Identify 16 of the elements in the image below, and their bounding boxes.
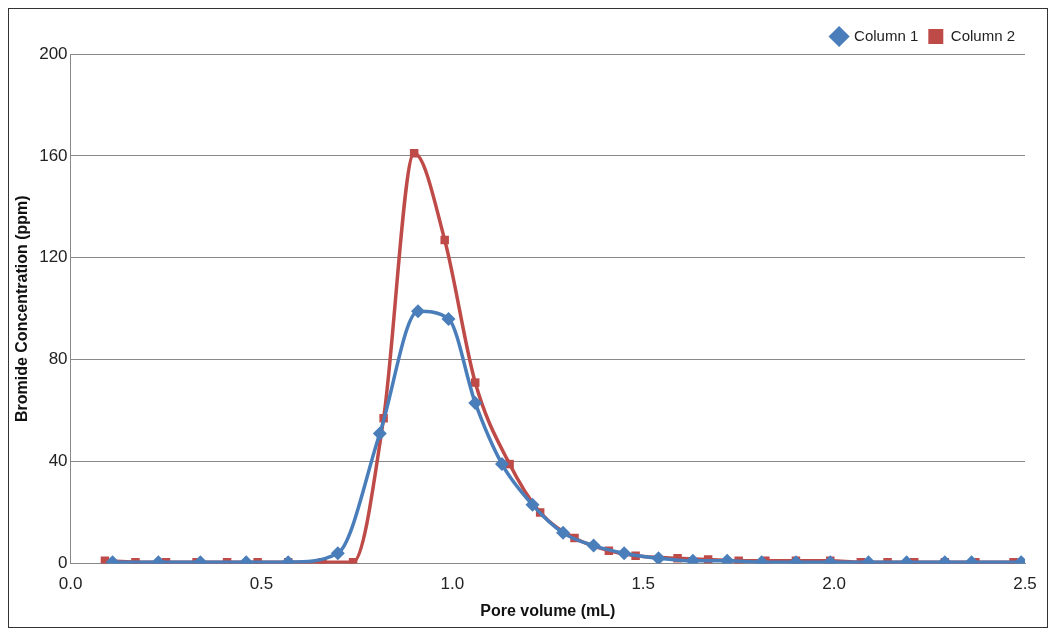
y-tick-label: 120 [39,247,68,267]
legend-label: Column 2 [950,26,1016,44]
x-axis-title: Pore volume (mL) [480,601,616,619]
y-tick-label: 40 [48,451,68,471]
x-tick-label: 1.0 [440,574,465,594]
x-tick-label: 0.0 [58,574,83,594]
x-tick-label: 2.5 [1013,574,1037,594]
y-tick-label: 200 [39,43,68,63]
x-tick-label: 1.5 [631,574,656,594]
y-tick-label: 80 [48,349,68,369]
y-tick-label: 160 [39,145,68,165]
y-tick-label: 0 [58,553,68,573]
x-tick-label: 0.5 [249,574,274,594]
x-tick-label: 2.0 [822,574,846,594]
y-axis-title: Bromide Concentration (ppm) [13,195,31,423]
legend-label: Column 1 [854,26,919,44]
